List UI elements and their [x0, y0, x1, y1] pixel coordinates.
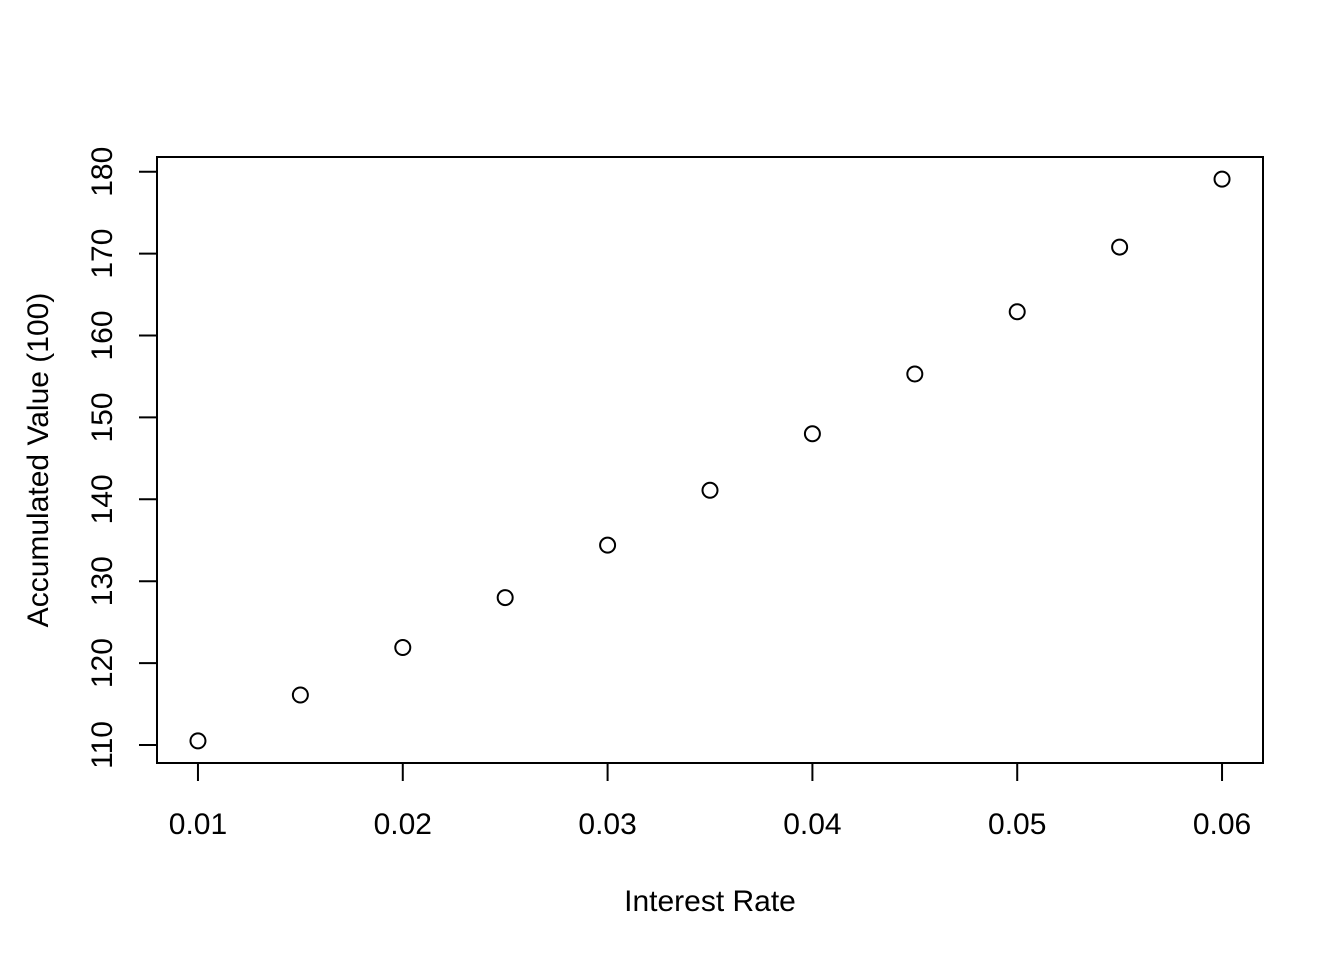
x-tick-label: 0.06 [1193, 808, 1251, 841]
y-tick-label: 160 [86, 310, 119, 360]
data-point [1213, 170, 1231, 188]
x-axis-title: Interest Rate [624, 885, 796, 918]
y-tick-label: 170 [86, 229, 119, 279]
x-axis: 0.01 0.02 0.03 0.04 0.05 0.06 [169, 762, 1251, 841]
x-tick-label: 0.01 [169, 808, 227, 841]
x-tick-label: 0.05 [988, 808, 1046, 841]
data-point [701, 481, 719, 499]
y-axis-title: Accumulated Value (100) [22, 293, 55, 628]
x-tick-label: 0.03 [578, 808, 636, 841]
x-tick-label: 0.02 [374, 808, 432, 841]
plot-frame [156, 156, 1264, 764]
data-point [599, 536, 617, 554]
data-point [496, 589, 514, 607]
data-point [189, 732, 207, 750]
y-tick-label: 130 [86, 556, 119, 606]
data-point [1008, 303, 1026, 321]
y-axis: 110 120 130 140 150 160 170 180 [86, 147, 158, 769]
y-tick-label: 150 [86, 392, 119, 442]
y-tick-label: 110 [86, 721, 119, 769]
y-tick-label: 140 [86, 474, 119, 524]
data-point [1111, 238, 1129, 256]
data-point [803, 425, 821, 443]
data-points [189, 170, 1231, 750]
y-tick-label: 120 [86, 638, 119, 688]
x-tick-label: 0.04 [783, 808, 841, 841]
y-tick-label: 180 [86, 147, 119, 197]
data-point [291, 686, 309, 704]
data-point [906, 365, 924, 383]
data-point [394, 639, 412, 657]
